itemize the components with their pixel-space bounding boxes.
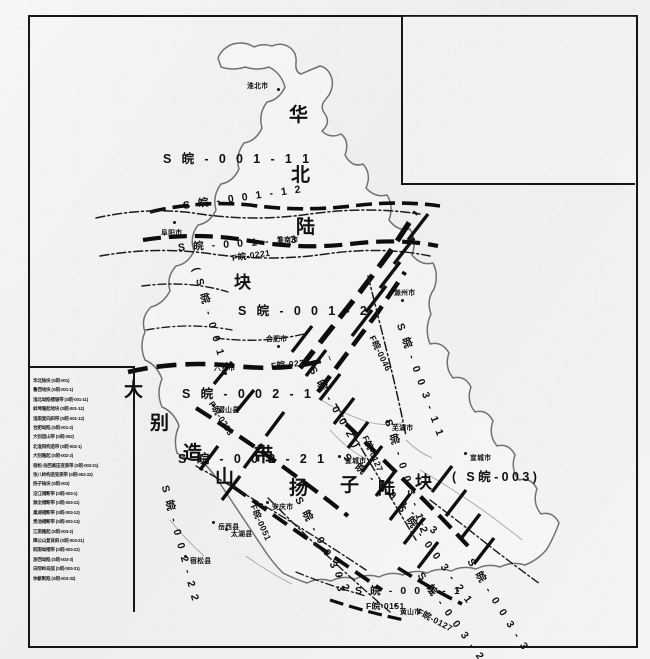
city-marker-dot	[184, 555, 187, 558]
fault-ticks	[198, 212, 496, 570]
city-marker-dot	[266, 501, 269, 504]
city-marker-dot	[464, 452, 467, 455]
unit-legend-item: 张八岭构造变质带 (S皖-002-22)	[33, 471, 93, 478]
unit-legend-rows: 华北陆块 (S皖-001) 鲁西地块 (S皖-001-1) 淮北坳陷褶皱带 (S皖-…	[33, 376, 133, 583]
unit-legend-item: 巢湖褶断带 (S皖-003-12)	[33, 509, 80, 515]
unit-legend-item: 蚌埠隆起地块 (S皖-001-12)	[33, 406, 84, 412]
city-marker-dot	[394, 604, 397, 607]
unit-legend-item: 宿松-岳西高压变质带 (S皖-002-21)	[33, 462, 99, 468]
unit-legend-item: 休歙断陷 (S皖-003-32)	[33, 575, 76, 581]
unit-legend-item: 白际岭岛弧 (S皖-003-31)	[33, 565, 80, 572]
region-label: 块	[234, 273, 252, 292]
legend-panel: 10 0 10 20 30km Ⅰ级构造单元边界断裂:F皖-0046郯庐断裂F皖…	[401, 16, 635, 185]
city-label: 合肥市	[266, 336, 288, 343]
region-label: S 皖 - 0 0 2 - 2 1	[178, 452, 328, 466]
unit-legend-item: 障公山复背斜 (S皖-003-21)	[33, 537, 84, 544]
region-label: 别	[150, 413, 172, 434]
region-label: 北	[291, 165, 313, 186]
city-marker-dot	[225, 528, 228, 531]
unit-legend-item: 鲁西地块 (S皖-001-1)	[33, 387, 73, 393]
region-label: 造	[183, 443, 205, 464]
region-label: ( S皖-003)	[452, 470, 541, 484]
region-label: S 皖 - 0 0 3 - 1	[355, 585, 463, 597]
region-label: 山	[215, 467, 237, 488]
region-label: 块	[415, 473, 433, 492]
city-marker-dot	[277, 345, 280, 348]
region-label: 陆	[378, 479, 396, 498]
region-label: S 皖 - 0 0 2 - 1	[182, 387, 315, 401]
region-label: 子	[340, 475, 362, 496]
province-border	[141, 42, 560, 584]
fault-label: F皖-0151	[366, 601, 405, 611]
level1-boundaries	[127, 201, 470, 622]
unit-legend-item: 北淮阳构造带 (S皖-002-1)	[33, 443, 82, 449]
unit-legend-item: 滁全褶断带 (S皖-003-11)	[33, 500, 80, 506]
unit-legend-item: 合肥坳陷 (S皖-001-2)	[33, 424, 73, 431]
city-marker-dot	[338, 455, 341, 458]
unit-legend-item: 淮南复向斜带 (S皖-001-13)	[33, 415, 84, 421]
city-marker-dot	[401, 299, 404, 302]
unit-legend-item: 贵池褶断带 (S皖-003-13)	[33, 518, 80, 525]
city-label: 芜湖市	[392, 425, 414, 432]
city-label: 潜山县	[218, 407, 240, 414]
unit-legend-item: 大别造山带 (S皖-002)	[33, 434, 74, 440]
city-marker-dot	[224, 372, 227, 375]
city-label: 宣城市	[345, 458, 367, 465]
city-marker-dot	[212, 521, 215, 524]
unit-legend-item: 淮北坳陷褶皱带 (S皖-001-11)	[33, 396, 88, 402]
city-marker-dot	[173, 221, 176, 224]
unit-legend-item: 沿江褶断带 (S皖-003-1)	[33, 490, 78, 496]
city-marker-dot	[212, 404, 215, 407]
region-label: S 皖 - 0 0 1 - 1 1	[163, 152, 313, 166]
map-frame	[28, 15, 638, 648]
region-label: 扬	[289, 478, 311, 499]
region-label: S 皖 - 0 0 1 - 2	[238, 304, 371, 318]
city-label: 淮北市	[247, 83, 269, 90]
city-label: 宿松县	[190, 558, 212, 565]
unit-legend-panel: 华北陆块 (S皖-001) 鲁西地块 (S皖-001-1) 淮北坳陷褶皱带 (S皖-…	[30, 366, 135, 612]
city-label: 六安市	[214, 365, 236, 372]
city-marker-dot	[277, 88, 280, 91]
city-label: 黄山市	[400, 609, 422, 616]
city-label: 淮南市	[277, 237, 299, 244]
city-marker-dot	[288, 243, 291, 246]
city-label: 滁州市	[394, 290, 416, 297]
unit-legend-item: 浙西坳陷 (S皖-003-3)	[33, 556, 73, 562]
region-label: 带	[254, 445, 276, 466]
city-label: 阜阳市	[161, 230, 183, 237]
city-label: 岳西县	[218, 524, 240, 531]
region-label: 华	[289, 105, 311, 126]
city-label: 安庆市	[272, 504, 294, 511]
region-label: 陆	[296, 217, 318, 238]
city-label: 太湖县	[231, 531, 253, 538]
unit-legend-item: 皖南坳褶带 (S皖-003-22)	[33, 547, 80, 553]
unit-legend-item: 大别隆起 (S皖-002-2)	[33, 453, 73, 459]
region-label: 大	[124, 380, 146, 401]
city-marker-dot	[386, 420, 389, 423]
unit-legend-item: 扬子陆块 (S皖-003)	[33, 481, 70, 487]
unit-legend-item: 江南隆起 (S皖-003-2)	[33, 528, 73, 534]
inner-lines	[169, 397, 523, 585]
city-label: 宣城市	[470, 455, 492, 462]
unit-legend-item: 华北陆块 (S皖-001)	[33, 377, 70, 384]
